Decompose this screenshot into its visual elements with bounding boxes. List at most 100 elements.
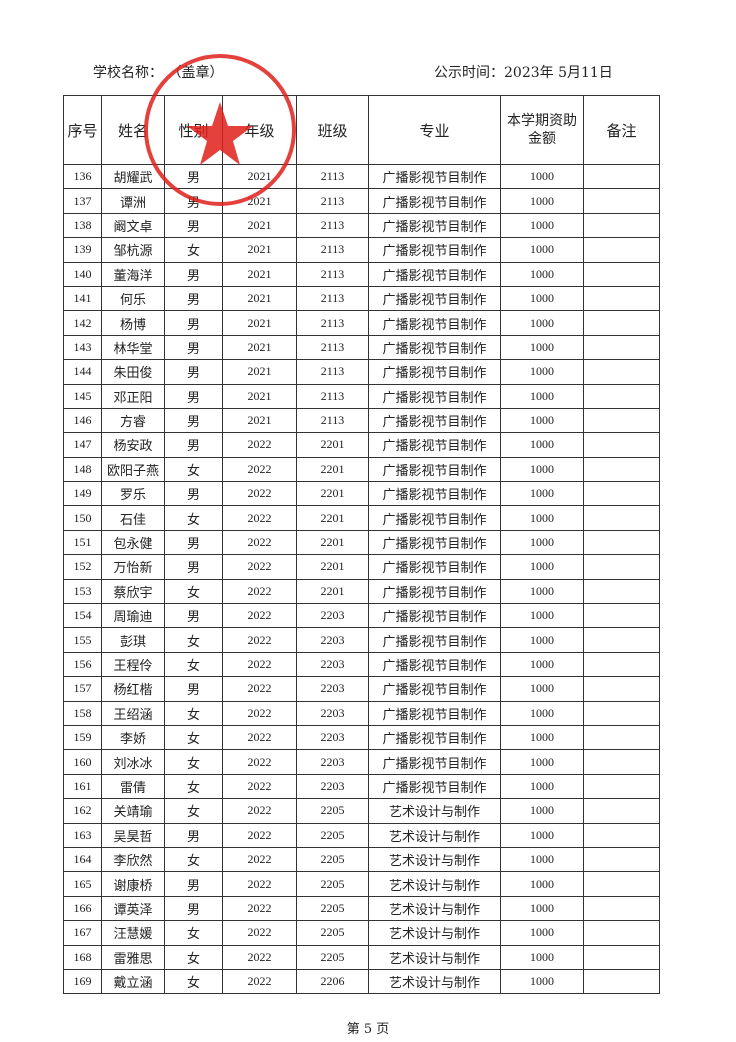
major: 广播影视节目制作: [368, 359, 501, 385]
class: 2205: [296, 798, 369, 824]
grade: 2022: [222, 895, 297, 922]
major: 广播影视节目制作: [368, 188, 501, 214]
student-name: 万怡新: [101, 554, 165, 580]
class: 2113: [296, 261, 369, 287]
class: 2203: [296, 700, 369, 726]
amount: 1000: [500, 627, 584, 653]
table-row: 146 方睿男 2021 2113 广播影视节目制作 1000: [63, 407, 660, 434]
major: 广播影视节目制作: [368, 261, 501, 287]
remark: [583, 554, 660, 580]
row-index: 167: [63, 920, 102, 946]
row-index: 149: [63, 481, 102, 507]
student-name: 李欣然: [101, 846, 165, 873]
table-row: 169 戴立涵女 2022 2206 艺术设计与制作 1000: [63, 968, 660, 995]
student-name: 邹杭源: [101, 237, 165, 263]
student-name: 雷倩: [101, 773, 165, 800]
amount: 1000: [500, 968, 584, 995]
student-name: 谢康桥: [101, 871, 165, 897]
gender: 女: [164, 798, 223, 824]
major: 广播影视节目制作: [368, 603, 501, 629]
class: 2113: [296, 334, 369, 361]
major: 广播影视节目制作: [368, 285, 501, 312]
remark: [583, 456, 660, 483]
class: 2203: [296, 724, 369, 751]
student-name: 雷雅思: [101, 944, 165, 970]
amount: 1000: [500, 846, 584, 873]
major: 艺术设计与制作: [368, 920, 501, 946]
gender: 女: [164, 944, 223, 970]
class: 2113: [296, 383, 369, 409]
student-name: 林华堂: [101, 334, 165, 361]
gender: 女: [164, 651, 223, 678]
amount: 1000: [500, 529, 584, 556]
class: 2201: [296, 432, 369, 458]
student-name: 董海洋: [101, 261, 165, 287]
remark: [583, 651, 660, 678]
row-index: 165: [63, 871, 102, 897]
gender: 男: [164, 310, 223, 336]
amount: 1000: [500, 700, 584, 726]
row-index: 152: [63, 554, 102, 580]
remark: [583, 432, 660, 458]
publish-date: 公示时间：2023年 5月11日: [434, 65, 613, 81]
amount: 1000: [500, 798, 584, 824]
remark: [583, 578, 660, 605]
remark: [583, 188, 660, 214]
major: 广播影视节目制作: [368, 456, 501, 483]
row-index: 159: [63, 724, 102, 751]
student-name: 包永健: [101, 529, 165, 556]
class: 2205: [296, 871, 369, 897]
table-row: 161 雷倩女 2022 2203 广播影视节目制作 1000: [63, 773, 660, 800]
amount: 1000: [500, 163, 584, 190]
grade: 2021: [222, 285, 297, 312]
remark: [583, 529, 660, 556]
row-index: 137: [63, 188, 102, 214]
class: 2205: [296, 846, 369, 873]
gender: 男: [164, 871, 223, 897]
grade: 2022: [222, 505, 297, 531]
student-name: 李娇: [101, 724, 165, 751]
grade: 2022: [222, 432, 297, 458]
class: 2113: [296, 188, 369, 214]
gender: 男: [164, 554, 223, 580]
gender: 男: [164, 529, 223, 556]
gender: 男: [164, 285, 223, 312]
class: 2113: [296, 212, 369, 239]
gender: 女: [164, 237, 223, 263]
amount: 1000: [500, 578, 584, 605]
remark: [583, 505, 660, 531]
grade: 2021: [222, 359, 297, 385]
row-index: 138: [63, 212, 102, 239]
gender: 男: [164, 334, 223, 361]
major: 艺术设计与制作: [368, 944, 501, 970]
row-index: 162: [63, 798, 102, 824]
student-name: 杨安政: [101, 432, 165, 458]
row-index: 147: [63, 432, 102, 458]
row-index: 148: [63, 456, 102, 483]
row-index: 168: [63, 944, 102, 970]
table-row: 148 欧阳子燕女 2022 2201 广播影视节目制作 1000: [63, 456, 660, 483]
student-name: 关靖瑜: [101, 798, 165, 824]
row-index: 156: [63, 651, 102, 678]
remark: [583, 627, 660, 653]
student-name: 彭琪: [101, 627, 165, 653]
grade: 2021: [222, 212, 297, 239]
row-index: 140: [63, 261, 102, 287]
amount: 1000: [500, 676, 584, 702]
amount: 1000: [500, 895, 584, 922]
row-index: 150: [63, 505, 102, 531]
table-row: 143 林华堂男 2021 2113 广播影视节目制作 1000: [63, 334, 660, 361]
table-row: 137 谭洲男 2021 2113 广播影视节目制作 1000: [63, 188, 660, 214]
grade: 2022: [222, 798, 297, 824]
table-row: 154 周瑜迪男 2022 2203 广播影视节目制作 1000: [63, 603, 660, 629]
amount: 1000: [500, 603, 584, 629]
gender: 男: [164, 261, 223, 287]
major: 广播影视节目制作: [368, 554, 501, 580]
row-index: 139: [63, 237, 102, 263]
student-name: 朱田俊: [101, 359, 165, 385]
amount: 1000: [500, 822, 584, 848]
row-index: 136: [63, 163, 102, 190]
row-index: 160: [63, 749, 102, 775]
grade: 2022: [222, 554, 297, 580]
remark: [583, 383, 660, 409]
